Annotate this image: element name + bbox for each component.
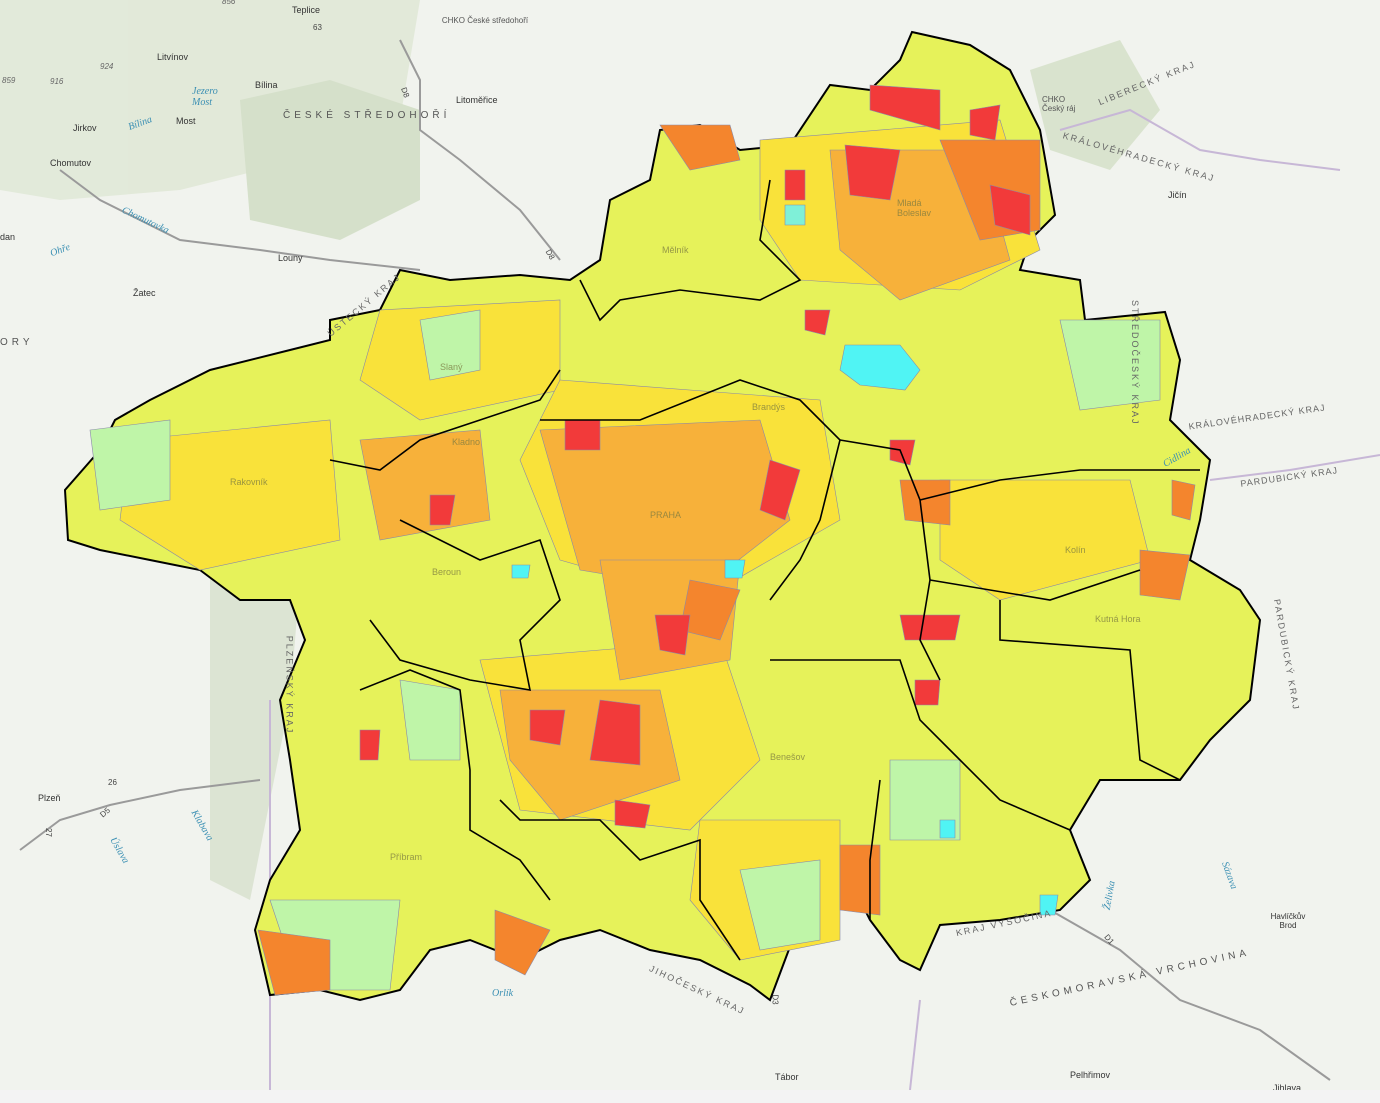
- elevation-label: 924: [100, 62, 114, 71]
- city-label: Most: [176, 116, 196, 126]
- district-label: Mělník: [662, 245, 689, 255]
- district-label: Kolín: [1065, 545, 1086, 555]
- protected-area-label: CHKO České středohoří: [441, 16, 529, 25]
- hill-shading: [0, 0, 1160, 900]
- district-label: Brandýs: [752, 402, 786, 412]
- elevation-label: 916: [50, 77, 64, 86]
- city-label: Chomutov: [50, 158, 92, 168]
- city-label: Žatec: [133, 288, 156, 298]
- city-label: Jihlava: [1273, 1083, 1302, 1093]
- city-label: Litvínov: [157, 52, 189, 62]
- city-label: Tábor: [775, 1072, 799, 1082]
- road-label: 27: [43, 828, 53, 837]
- city-label: Jičín: [1168, 190, 1187, 200]
- municipality-fills: [89, 84, 1196, 996]
- district-borders: [329, 179, 1200, 961]
- road-label: 26: [108, 778, 117, 787]
- elevation-label: 859: [2, 76, 16, 85]
- city-label: Havlíčkův Brod: [1270, 912, 1306, 930]
- protected-area-label: CHKO Český ráj: [1042, 95, 1076, 113]
- bottom-bar: [0, 1090, 1380, 1103]
- district-label: Příbram: [390, 852, 423, 862]
- district-label: PRAHA: [650, 510, 682, 520]
- district-label: Benešov: [770, 752, 806, 762]
- district-label: Kutná Hora: [1095, 614, 1141, 624]
- district-label: Slaný: [440, 362, 463, 372]
- elevation-label: 856: [222, 0, 236, 6]
- city-label: Litoměřice: [456, 95, 498, 105]
- city-label: Jirkov: [73, 123, 97, 133]
- city-label: Bílina: [255, 80, 278, 90]
- district-label: Kladno: [452, 437, 481, 447]
- district-label: Rakovník: [230, 477, 268, 487]
- road-label: D3: [770, 994, 780, 1005]
- region-label: ČESKÉ STŘEDOHOŘÍ: [283, 110, 451, 121]
- road-label: 63: [313, 23, 322, 32]
- city-label: Louny: [278, 253, 303, 263]
- roads: [19, 39, 1331, 1081]
- city-label: Pelhřimov: [1070, 1070, 1111, 1080]
- water-label: Orlík: [492, 988, 514, 999]
- region-label: ORY: [0, 337, 34, 348]
- city-label: Plzeň: [38, 793, 61, 803]
- district-label: Mladá Boleslav: [897, 198, 932, 218]
- water-label: Jezero Most: [192, 86, 218, 108]
- city-label: dan: [0, 232, 16, 242]
- kraj-label: PLZEŇSKÝ KRAJ: [284, 635, 295, 735]
- city-label: Teplice: [292, 5, 321, 15]
- district-label: Beroun: [432, 567, 462, 577]
- kraj-label: STŘEDOČESKÝ KRAJ: [1130, 300, 1140, 426]
